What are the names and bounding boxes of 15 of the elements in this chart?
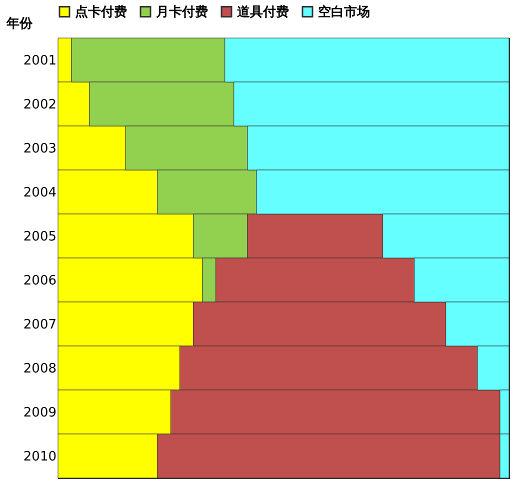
y-tick-label: 2009 (23, 406, 56, 420)
y-tick-label: 2001 (23, 54, 56, 68)
y-axis-title: 年份 (5, 16, 34, 32)
y-tick-label: 2010 (23, 450, 56, 464)
y-tick-label: 2003 (23, 142, 56, 156)
y-tick-label: 2008 (23, 362, 56, 376)
legend-label: 点卡付费 (75, 4, 127, 20)
y-tick-label: 2007 (23, 318, 56, 332)
legend-label: 空白市场 (318, 4, 370, 20)
y-tick-label: 2005 (23, 230, 56, 244)
y-tick-label: 2004 (23, 186, 56, 200)
legend-label: 道具付费 (236, 4, 289, 20)
y-tick-label: 2002 (23, 98, 56, 112)
y-tick-label: 2006 (23, 274, 56, 288)
legend-label: 月卡付费 (155, 4, 208, 20)
